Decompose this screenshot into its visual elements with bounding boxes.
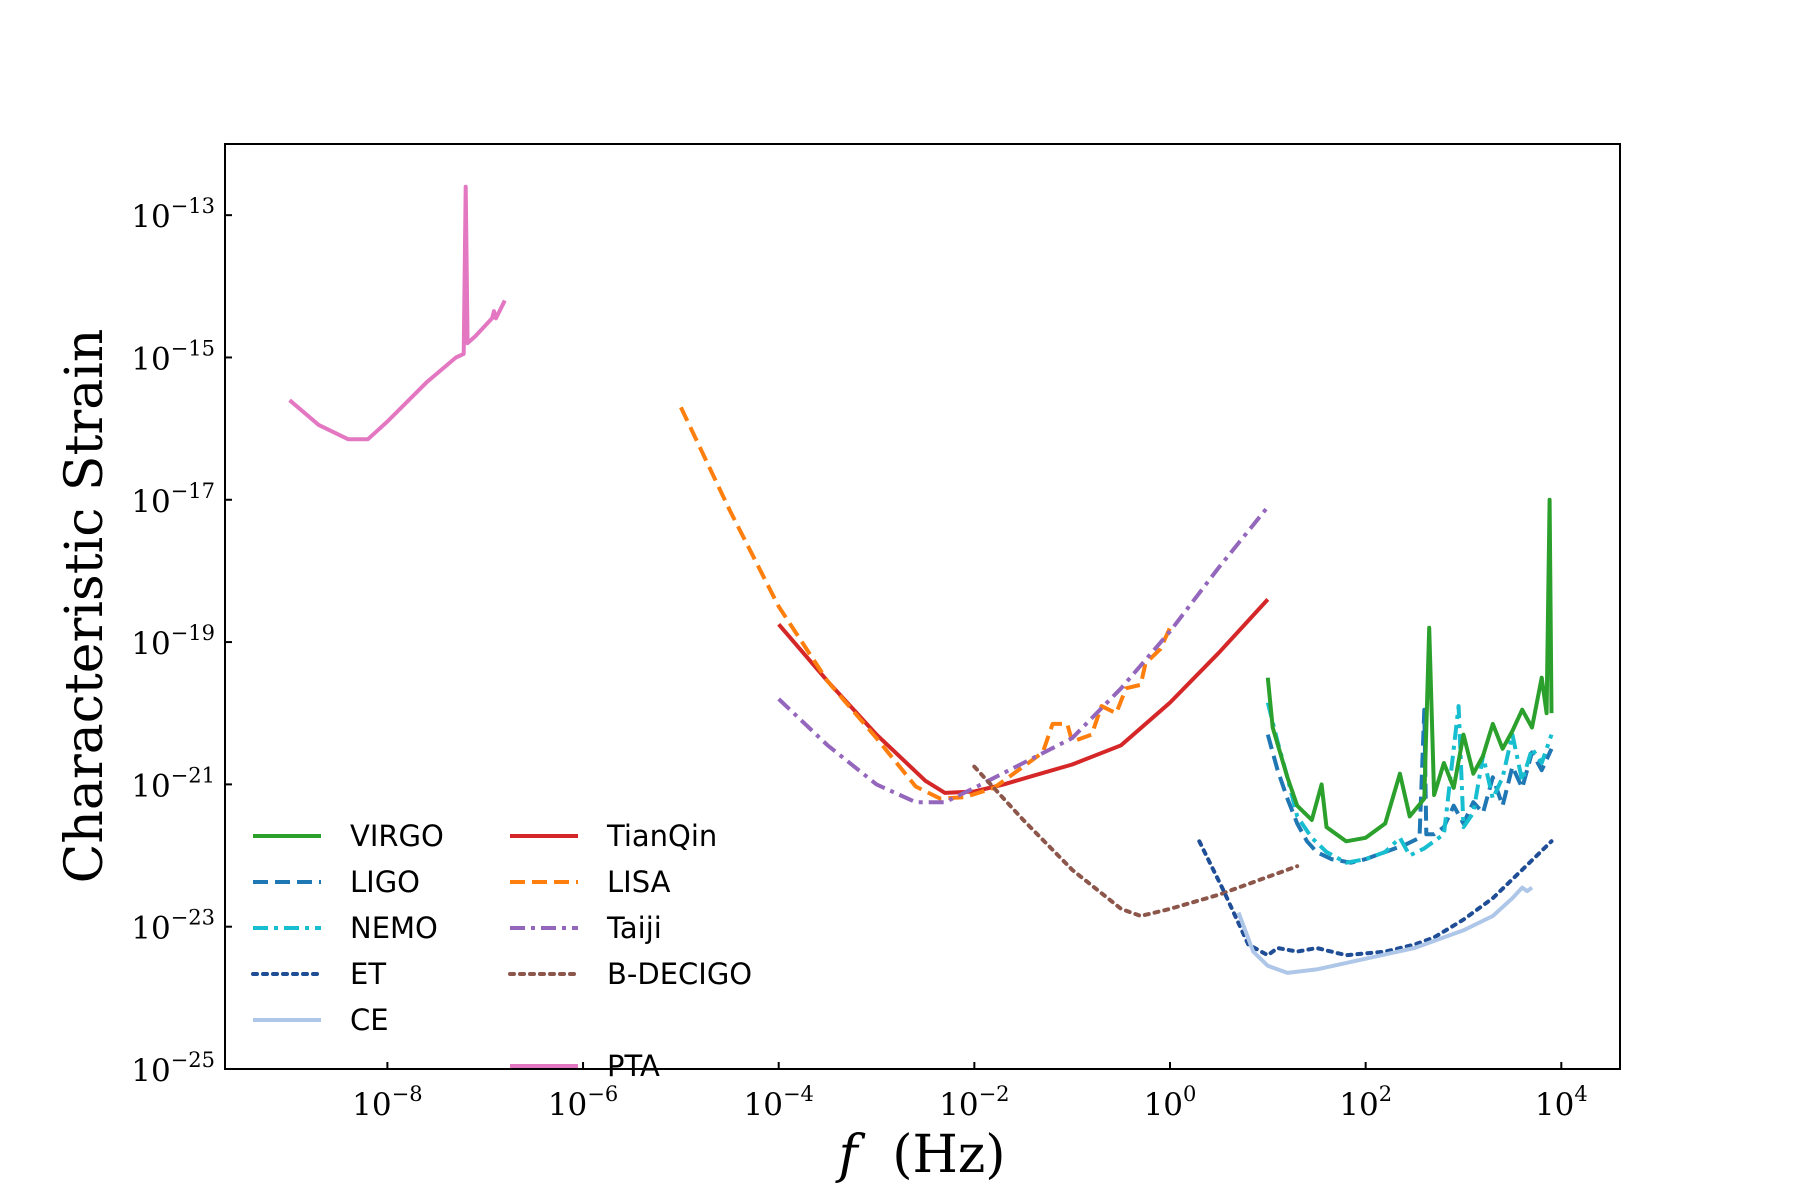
x-tick-label: 104 xyxy=(1535,1082,1588,1123)
x-tick-label-exponent: −2 xyxy=(979,1082,1010,1106)
x-tick-label-exponent: −8 xyxy=(392,1082,423,1106)
y-tick-label-base: 10 xyxy=(131,341,170,377)
y-tick-label-exponent: −13 xyxy=(171,194,215,218)
x-tick-label-base: 10 xyxy=(1144,1087,1183,1123)
y-tick-label: 10−21 xyxy=(131,763,215,804)
y-tick-label-base: 10 xyxy=(131,484,170,520)
legend-label: NEMO xyxy=(350,911,438,945)
x-tick-label-base: 10 xyxy=(743,1087,782,1123)
x-tick-label-exponent: 2 xyxy=(1379,1082,1392,1106)
series-line-ligo xyxy=(1265,707,1554,865)
y-tick-label: 10−25 xyxy=(131,1048,215,1089)
series-line-taiji xyxy=(777,505,1270,805)
legend-item-lisa: LISA xyxy=(510,865,671,899)
x-tick-label-exponent: −4 xyxy=(783,1082,814,1106)
ticks-layer: 10−8 10−6 10−4 10−2 100 102 10410−1310−1510−17… xyxy=(131,194,1587,1123)
series-line-tianqin xyxy=(777,598,1270,795)
y-axis-label: Characteristic Strain xyxy=(55,329,115,884)
legend-item-ligo: LIGO xyxy=(253,865,420,899)
x-tick-label-base: 10 xyxy=(939,1087,978,1123)
legend-item-b-decigo: B-DECIGO xyxy=(508,957,752,991)
x-tick-label-exponent: −6 xyxy=(587,1082,618,1106)
legend-label: Taiji xyxy=(606,911,662,945)
series-line-virgo xyxy=(1265,497,1554,844)
y-tick-label-base: 10 xyxy=(131,911,170,947)
x-axis-label-unit: (Hz) xyxy=(892,1125,1005,1185)
legend-label: PTA xyxy=(607,1049,660,1083)
series-layer xyxy=(288,184,1554,975)
x-axis-label-symbol: f xyxy=(834,1125,865,1185)
y-tick-label-base: 10 xyxy=(131,199,170,235)
x-tick-label: 102 xyxy=(1339,1082,1392,1123)
legend-item-et: ET xyxy=(251,957,386,991)
legend-item-taiji: Taiji xyxy=(510,911,662,945)
legend-label: B-DECIGO xyxy=(607,957,752,991)
y-tick-label-base: 10 xyxy=(131,768,170,804)
plot-area-frame xyxy=(224,143,1621,1070)
y-tick-label-exponent: −25 xyxy=(171,1048,215,1072)
legend-item-ce: CE xyxy=(253,1003,389,1037)
y-tick-label-base: 10 xyxy=(131,626,170,662)
legend-label: CE xyxy=(350,1003,389,1037)
series-line-pta xyxy=(288,184,507,442)
x-tick-label-base: 10 xyxy=(1339,1087,1378,1123)
legend-item-pta: PTA xyxy=(510,1049,660,1083)
series-line-nemo xyxy=(1265,702,1554,865)
y-tick-label-exponent: −23 xyxy=(171,906,215,930)
y-tick-label-exponent: −15 xyxy=(171,336,215,360)
legend-label: LIGO xyxy=(350,865,420,899)
y-tick-label: 10−23 xyxy=(131,906,215,947)
series-line-b-decigo xyxy=(972,764,1300,918)
x-tick-label-base: 10 xyxy=(548,1087,587,1123)
series-line-ce xyxy=(1236,885,1534,975)
legend-item-tianqin: TianQin xyxy=(510,819,717,853)
series-line-et xyxy=(1197,839,1554,958)
x-tick-label: 10−4 xyxy=(743,1082,813,1123)
x-tick-label: 100 xyxy=(1144,1082,1197,1123)
legend-label: ET xyxy=(350,957,386,991)
legend-item-virgo: VIRGO xyxy=(253,819,444,853)
legend-label: LISA xyxy=(607,865,671,899)
y-tick-label: 10−13 xyxy=(131,194,215,235)
series-line-lisa xyxy=(679,406,1172,801)
x-tick-label-exponent: 0 xyxy=(1183,1082,1196,1106)
y-tick-label-base: 10 xyxy=(131,1053,170,1089)
y-tick-label-exponent: −17 xyxy=(171,479,215,503)
x-tick-label: 10−6 xyxy=(548,1082,618,1123)
x-tick-label: 10−2 xyxy=(939,1082,1009,1123)
y-tick-label-exponent: −19 xyxy=(171,621,215,645)
x-tick-label-base: 10 xyxy=(1535,1087,1574,1123)
legend-label: VIRGO xyxy=(350,819,444,853)
y-tick-label: 10−17 xyxy=(131,479,215,520)
y-tick-label: 10−19 xyxy=(131,621,215,662)
y-tick-label-exponent: −21 xyxy=(171,763,215,787)
legend: PTA TianQin LISA Taiji B-DECIGO ET CE LIGO NEMO V… xyxy=(251,819,752,1083)
legend-label: TianQin xyxy=(606,819,717,853)
x-axis-label: f (Hz) xyxy=(834,1125,1005,1185)
legend-item-nemo: NEMO xyxy=(253,911,438,945)
x-tick-label-base: 10 xyxy=(352,1087,391,1123)
x-tick-label: 10−8 xyxy=(352,1082,422,1123)
y-tick-label: 10−15 xyxy=(131,336,215,377)
x-tick-label-exponent: 4 xyxy=(1574,1082,1587,1106)
